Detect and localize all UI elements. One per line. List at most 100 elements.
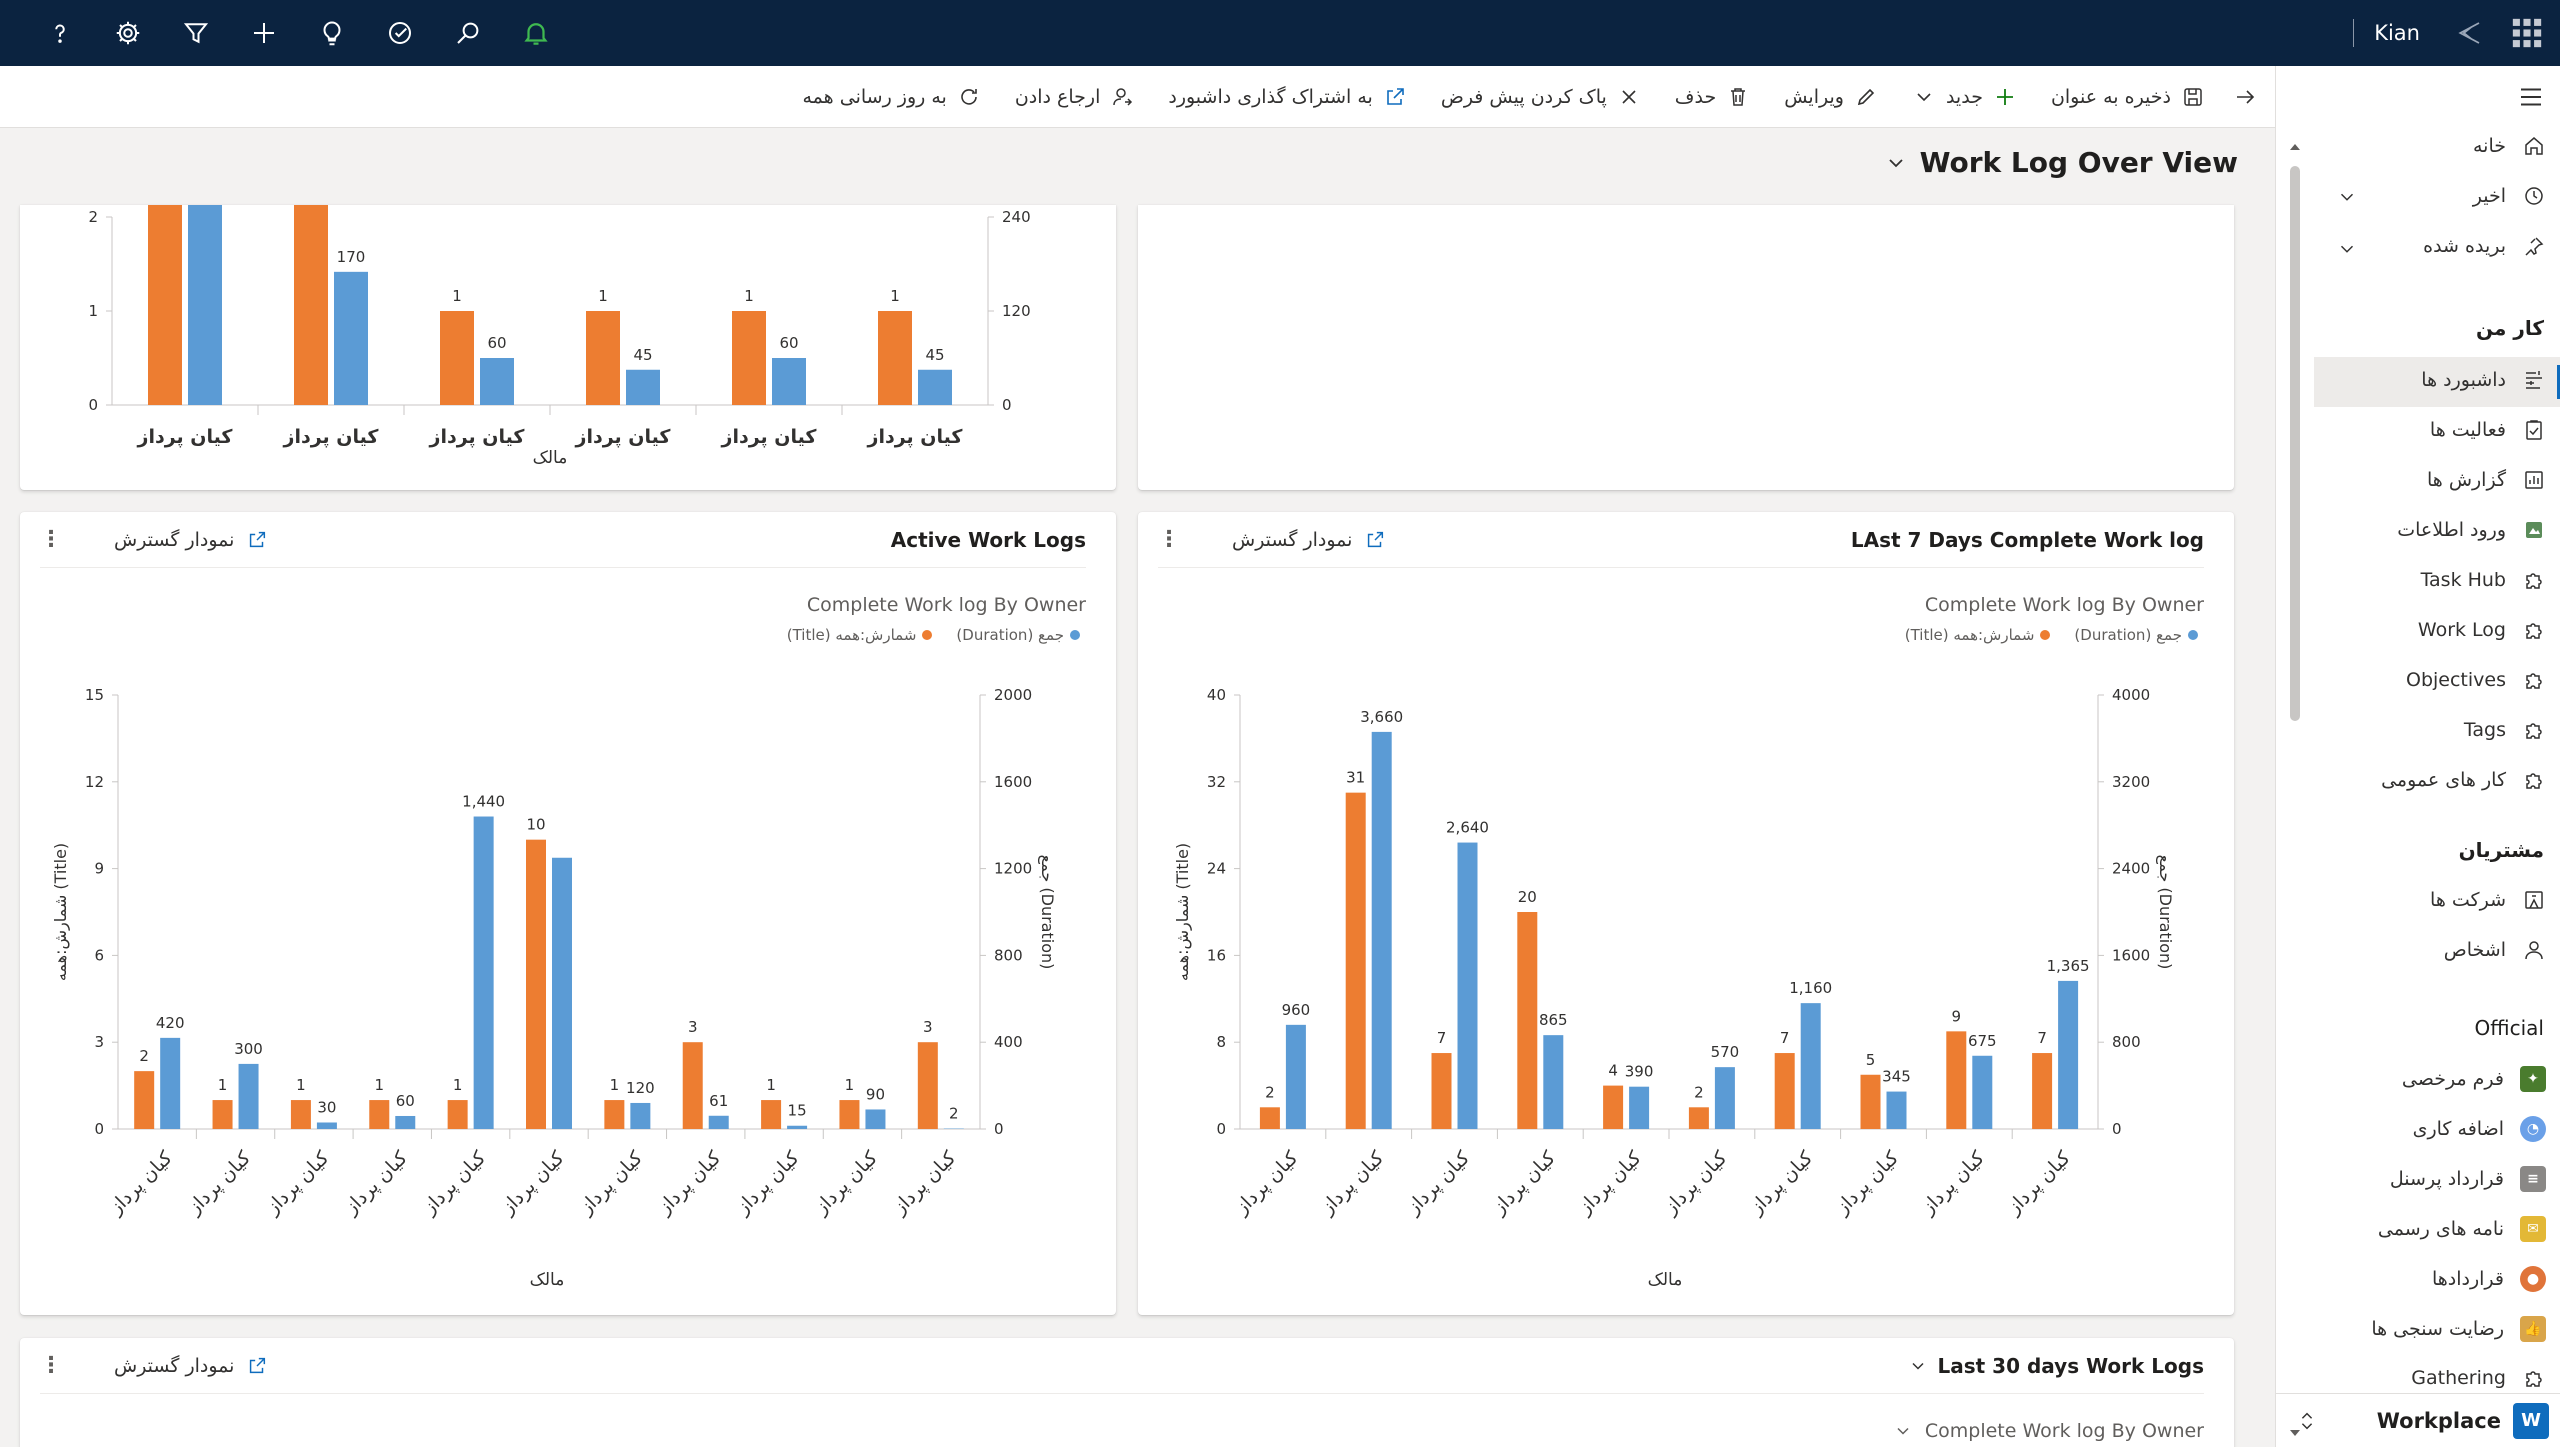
legend-item-sum[interactable]: جمع (Duration): [2074, 626, 2204, 644]
sidebar-item-dashboards[interactable]: داشبورد ها: [2421, 368, 2546, 392]
more-options-icon[interactable]: ⋮: [40, 527, 62, 552]
legend-item-count[interactable]: شمارش:همه (Title): [1905, 626, 2057, 644]
help-icon[interactable]: [26, 3, 94, 63]
data-label-sum: 60: [487, 334, 506, 352]
sidebar-item-activities[interactable]: فعالیت ها: [2430, 418, 2546, 442]
sidebar-item-recent[interactable]: اخیر: [2473, 184, 2546, 208]
sidebar-item-companies[interactable]: شرکت ها: [2430, 888, 2546, 912]
user-name[interactable]: Kian: [2353, 19, 2420, 47]
sidebar-item-gathering[interactable]: Gathering: [2411, 1366, 2546, 1390]
sidebar-item-label: فعالیت ها: [2429, 419, 2506, 441]
save-as-button[interactable]: ذخیره به عنوان: [2051, 85, 2205, 109]
app-launcher-icon[interactable]: [2494, 0, 2560, 66]
new-button[interactable]: جدید: [1912, 85, 2017, 109]
command-bar: ذخیره به عنوان جدید ویرایش حذف پاک کردن …: [0, 66, 2275, 128]
x-tick-label: کیان پرداز: [2002, 1146, 2075, 1219]
dashboard-title-selector[interactable]: Work Log Over View: [1884, 146, 2238, 179]
card-title-selector[interactable]: Last 30 days Work Logs: [1908, 1354, 2204, 1378]
save-as-label: ذخیره به عنوان: [2050, 85, 2171, 108]
data-label-count: 10: [526, 816, 545, 834]
sitemap-sidebar: خانه اخیر بریده شده کار من داشبورد ها فع…: [2275, 66, 2560, 1447]
chevron-down-icon: [1911, 1362, 1924, 1370]
more-options-icon[interactable]: ⋮: [40, 1353, 62, 1378]
refresh-all-button[interactable]: به روز رسانی همه: [803, 85, 981, 109]
dashboard-title: Work Log Over View: [1919, 146, 2238, 179]
sidebar-item-reports[interactable]: گزارش ها: [2427, 468, 2546, 492]
y-tick-label-right: 1600: [994, 773, 1032, 791]
y-tick-label-left: 2: [88, 208, 98, 226]
sidebar-item-label: Task Hub: [2420, 569, 2506, 591]
chevron-down-icon[interactable]: [1912, 85, 1936, 109]
plus-icon[interactable]: [230, 3, 298, 63]
data-label-count: 1: [296, 1076, 306, 1094]
sidebar-item-contracts[interactable]: ● قراردادها: [2432, 1266, 2546, 1292]
edit-button[interactable]: ویرایش: [1784, 85, 1878, 109]
sidebar-item-surveys[interactable]: 👍 رضایت سنجی ها: [2371, 1316, 2546, 1342]
bar-sum: [1629, 1086, 1650, 1129]
sidebar-item-label: ورود اطلاعات: [2397, 519, 2506, 541]
sidebar-item-work-log[interactable]: Work Log: [2418, 618, 2546, 642]
back-button[interactable]: [2233, 85, 2257, 109]
search-icon[interactable]: [434, 3, 502, 63]
area-switcher[interactable]: Workplace W: [2276, 1393, 2560, 1447]
settings-icon[interactable]: [94, 3, 162, 63]
bar-sum: [316, 1122, 337, 1129]
bar-sum: [630, 1102, 651, 1129]
sidebar-item-data-entry[interactable]: ورود اطلاعات: [2397, 518, 2546, 542]
data-label-count: 3: [688, 1018, 698, 1036]
expand-icon[interactable]: [1364, 529, 1386, 551]
legend-item-sum[interactable]: جمع (Duration): [956, 626, 1086, 644]
sidebar-item-overtime[interactable]: ◔ اضافه کاری: [2413, 1116, 2546, 1142]
sidebar-scrollbar[interactable]: [2286, 126, 2304, 1447]
copilot-icon[interactable]: [2444, 3, 2494, 63]
legend-item-count[interactable]: شمارش:همه (Title): [787, 626, 939, 644]
scroll-down-icon[interactable]: [2286, 1424, 2304, 1442]
sidebar-item-tags[interactable]: Tags: [2464, 718, 2546, 742]
card-title: Active Work Logs: [890, 527, 1086, 552]
bar-sum: [865, 1109, 886, 1129]
sidebar-item-pinned[interactable]: بریده شده: [2423, 234, 2546, 258]
sidebar-item-personnel-contract[interactable]: ≡ قرارداد پرسنل: [2390, 1166, 2546, 1192]
hamburger-menu-icon[interactable]: [2516, 82, 2546, 112]
sidebar-item-leave-form[interactable]: ✦ فرم مرخصی: [2402, 1066, 2546, 1092]
sidebar-item-home[interactable]: خانه: [2473, 134, 2546, 158]
y-tick-label-right: 240: [1002, 208, 1031, 226]
delete-button[interactable]: حذف: [1675, 85, 1750, 109]
legend-label-sum: جمع (Duration): [956, 626, 1064, 644]
data-label-sum: 345: [1882, 1068, 1911, 1086]
sidebar-item-task-hub[interactable]: Task Hub: [2421, 568, 2546, 592]
data-label-count: 7: [1437, 1029, 1447, 1047]
expand-icon[interactable]: [246, 529, 268, 551]
sidebar-item-official-letters[interactable]: ✉ نامه های رسمی: [2378, 1216, 2546, 1242]
y-tick-label-left: 24: [1207, 860, 1226, 878]
y-tick-label-right: 4000: [2112, 686, 2150, 704]
expand-icon[interactable]: [246, 1355, 268, 1377]
bar-sum: [772, 358, 806, 405]
chart-subtitle-selector[interactable]: Complete Work log By Owner: [1893, 1420, 2204, 1442]
assign-button[interactable]: ارجاع دادن: [1015, 85, 1135, 109]
sidebar-item-public-tasks[interactable]: کار های عمومی: [2381, 768, 2546, 792]
bell-icon[interactable]: [502, 3, 570, 63]
y-tick-label-right: 800: [2112, 1033, 2141, 1051]
expand-chart-label[interactable]: نمودار گسترش: [1232, 528, 1353, 551]
data-label-count: 1: [845, 1076, 855, 1094]
filter-icon[interactable]: [162, 3, 230, 63]
expand-chart-label[interactable]: نمودار گسترش: [114, 1354, 235, 1377]
share-dashboard-button[interactable]: به اشتراک گذاری داشبورد: [1168, 85, 1406, 109]
target-icon[interactable]: [366, 3, 434, 63]
chevron-down-icon[interactable]: [2336, 238, 2358, 260]
expand-chart-label[interactable]: نمودار گسترش: [114, 528, 235, 551]
x-tick-label: کیان پرداز: [1230, 1146, 1303, 1219]
sidebar-item-objectives[interactable]: Objectives: [2406, 668, 2546, 692]
clear-default-button[interactable]: پاک کردن پیش فرض: [1441, 85, 1641, 109]
sidebar-item-label: فرم مرخصی: [2401, 1068, 2504, 1090]
sidebar-item-label: کار های عمومی: [2381, 769, 2506, 791]
scroll-up-icon[interactable]: [2286, 138, 2304, 156]
add-icon: [1996, 88, 2013, 105]
more-options-icon[interactable]: ⋮: [1158, 527, 1180, 552]
chart-subtitle: Complete Work log By Owner: [806, 594, 1086, 616]
lightbulb-icon[interactable]: [298, 3, 366, 63]
x-tick-label: کیان پرداز: [1573, 1146, 1646, 1219]
sidebar-item-contacts[interactable]: اشخاص: [2444, 938, 2546, 962]
chevron-down-icon[interactable]: [2336, 186, 2358, 208]
